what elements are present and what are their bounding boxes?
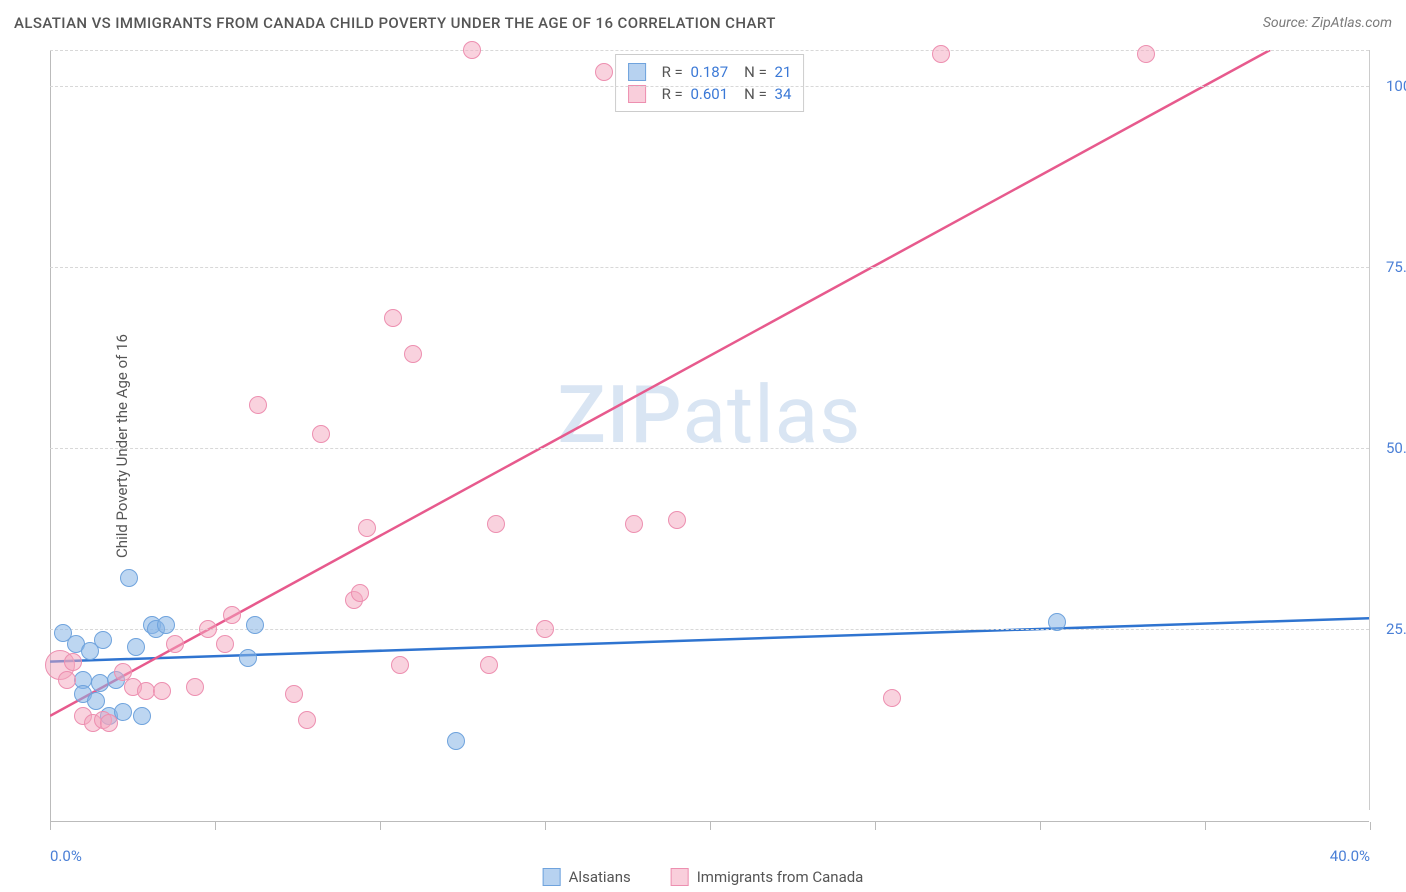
- x-tick-label: 40.0%: [1330, 847, 1370, 865]
- x-tick: [710, 822, 711, 830]
- legend-swatch-blue: [628, 63, 646, 81]
- title-bar: ALSATIAN VS IMMIGRANTS FROM CANADA CHILD…: [14, 14, 1392, 32]
- gridline: [50, 86, 1369, 87]
- y-tick-label: 75.0%: [1374, 258, 1406, 276]
- data-point-pink: [100, 714, 118, 732]
- data-point-pink: [932, 45, 950, 63]
- source-label: Source: ZipAtlas.com: [1263, 15, 1392, 31]
- data-point-pink: [298, 711, 316, 729]
- data-point-pink: [223, 606, 241, 624]
- data-point-pink: [391, 656, 409, 674]
- x-tick: [1040, 822, 1041, 830]
- x-tick: [875, 822, 876, 830]
- data-point-blue: [447, 732, 465, 750]
- data-point-blue: [239, 649, 257, 667]
- data-point-pink: [58, 671, 76, 689]
- legend-swatch-blue: [543, 868, 561, 886]
- plot-area: ZIPatlas R = 0.187N = 21R = 0.601N = 34 …: [50, 50, 1370, 810]
- data-point-blue: [1048, 613, 1066, 631]
- chart-container: ALSATIAN VS IMMIGRANTS FROM CANADA CHILD…: [0, 0, 1406, 892]
- legend-label: Immigrants from Canada: [697, 868, 864, 886]
- r-stat: R = 0.601: [662, 85, 729, 103]
- data-point-pink: [384, 309, 402, 327]
- data-point-blue: [87, 692, 105, 710]
- y-tick-label: 100.0%: [1374, 77, 1406, 95]
- legend-swatch-pink: [628, 85, 646, 103]
- data-point-pink: [358, 519, 376, 537]
- data-point-pink: [312, 425, 330, 443]
- x-tick: [545, 822, 546, 830]
- data-point-blue: [94, 631, 112, 649]
- x-tick: [50, 822, 51, 830]
- data-point-blue: [246, 616, 264, 634]
- data-point-blue: [120, 569, 138, 587]
- legend-label: Alsatians: [569, 868, 631, 886]
- chart-title: ALSATIAN VS IMMIGRANTS FROM CANADA CHILD…: [14, 14, 776, 32]
- data-point-blue: [127, 638, 145, 656]
- data-point-blue: [157, 616, 175, 634]
- legend-stats-row: R = 0.187 N = 21: [628, 61, 792, 83]
- data-point-pink: [153, 682, 171, 700]
- r-stat: R = 0.187: [662, 63, 729, 81]
- legend-item-pink: Immigrants from Canada: [671, 868, 864, 886]
- data-point-pink: [199, 620, 217, 638]
- x-tick: [1370, 822, 1371, 830]
- data-point-pink: [186, 678, 204, 696]
- y-tick-label: 25.0%: [1374, 620, 1406, 638]
- data-point-pink: [249, 396, 267, 414]
- data-point-pink: [216, 635, 234, 653]
- y-axis-line: [50, 50, 51, 822]
- gridline: [50, 267, 1369, 268]
- legend-swatch-pink: [671, 868, 689, 886]
- data-point-pink: [463, 41, 481, 59]
- bottom-legend: Alsatians Immigrants from Canada: [543, 868, 864, 886]
- data-point-pink: [1137, 45, 1155, 63]
- data-point-pink: [137, 682, 155, 700]
- data-point-pink: [285, 685, 303, 703]
- data-point-pink: [595, 63, 613, 81]
- data-point-pink: [883, 689, 901, 707]
- data-point-pink: [487, 515, 505, 533]
- trendlines-svg: [50, 50, 1369, 810]
- gridline: [50, 448, 1369, 449]
- data-point-blue: [133, 707, 151, 725]
- data-point-pink: [625, 515, 643, 533]
- x-tick: [215, 822, 216, 830]
- legend-item-blue: Alsatians: [543, 868, 631, 886]
- data-point-pink: [404, 345, 422, 363]
- n-stat: N = 34: [744, 85, 791, 103]
- data-point-pink: [64, 653, 82, 671]
- data-point-pink: [351, 584, 369, 602]
- x-tick: [1205, 822, 1206, 830]
- data-point-pink: [480, 656, 498, 674]
- data-point-blue: [91, 674, 109, 692]
- x-tick: [380, 822, 381, 830]
- n-stat: N = 21: [744, 63, 791, 81]
- data-point-pink: [668, 511, 686, 529]
- data-point-pink: [166, 635, 184, 653]
- y-tick-label: 50.0%: [1374, 439, 1406, 457]
- x-tick-label: 0.0%: [50, 847, 82, 865]
- data-point-pink: [536, 620, 554, 638]
- legend-stats-box: R = 0.187 N = 21 R = 0.601 N = 34: [615, 54, 805, 112]
- gridline: [50, 50, 1369, 51]
